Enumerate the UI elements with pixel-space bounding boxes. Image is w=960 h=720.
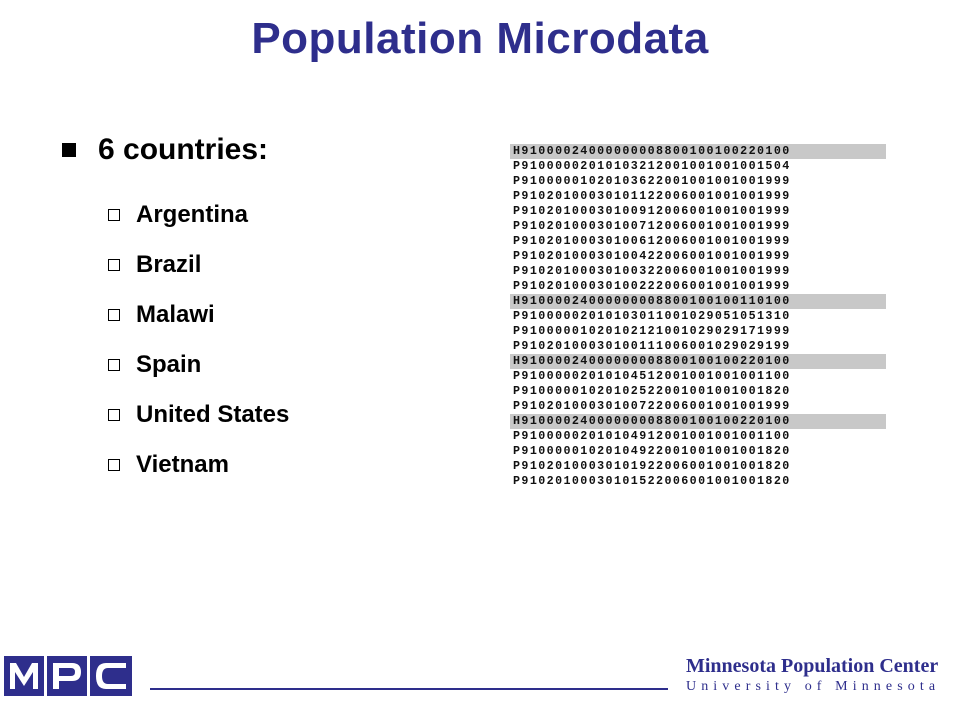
mpc-wordmark: Minnesota Population Center University o… bbox=[686, 655, 956, 695]
person-record: P91000001020103622001001001001999 bbox=[513, 174, 791, 188]
hollow-square-bullet-icon bbox=[108, 459, 120, 471]
country-item: Brazil bbox=[108, 240, 482, 290]
person-record: P91020100030101522006001001001820 bbox=[513, 474, 791, 488]
country-name: Brazil bbox=[136, 251, 202, 278]
country-name: Vietnam bbox=[136, 451, 229, 478]
person-record: P91020100030101122006001001001999 bbox=[513, 189, 791, 203]
country-name: Argentina bbox=[136, 201, 249, 228]
country-item: Vietnam bbox=[108, 440, 482, 490]
country-item: United States bbox=[108, 390, 482, 440]
person-record: P91020100030100222006001001001999 bbox=[513, 279, 791, 293]
household-record: H91000024000000008800100100110100 bbox=[510, 294, 886, 309]
footer-divider bbox=[150, 688, 668, 690]
bullet-heading-text: 6 countries: bbox=[98, 133, 269, 166]
organization-name: Minnesota Population Center bbox=[686, 655, 939, 677]
person-record: P91020100030100912006001001001999 bbox=[513, 204, 791, 218]
person-record: P91020100030100712006001001001999 bbox=[513, 219, 791, 233]
bullet-heading: 6 countries: bbox=[62, 130, 482, 170]
mpc-logo bbox=[4, 656, 132, 696]
person-record: P91000002010103212001001001001504 bbox=[513, 159, 791, 173]
person-record: P91020100030100322006001001001999 bbox=[513, 264, 791, 278]
household-record: H91000024000000008800100100220100 bbox=[510, 144, 886, 159]
person-record: P91020100030100722006001001001999 bbox=[513, 399, 791, 413]
household-record: H91000024000000008800100100220100 bbox=[510, 414, 886, 429]
country-name: United States bbox=[136, 401, 290, 428]
country-list: 6 countries: Argentina Brazil Malawi Spa… bbox=[62, 130, 482, 490]
hollow-square-bullet-icon bbox=[108, 409, 120, 421]
person-record: P91020100030100612006001001001999 bbox=[513, 234, 791, 248]
person-record: P91000001020102121001029029171999 bbox=[513, 324, 791, 338]
hollow-square-bullet-icon bbox=[108, 259, 120, 271]
person-record: P91000002010103011001029051051310 bbox=[513, 309, 791, 323]
person-record: P91000001020104922001001001001820 bbox=[513, 444, 791, 458]
person-record: P91020100030100111006001029029199 bbox=[513, 339, 791, 353]
country-item: Argentina bbox=[108, 190, 482, 240]
person-record: P91000002010104912001001001001100 bbox=[513, 429, 791, 443]
slide-title: Population Microdata bbox=[251, 14, 709, 63]
microdata-records: H91000024000000008800100100220100 P910000… bbox=[510, 144, 886, 489]
person-record: P91020100030101922006001001001820 bbox=[513, 459, 791, 473]
hollow-square-bullet-icon bbox=[108, 309, 120, 321]
square-bullet-icon bbox=[62, 143, 76, 157]
country-name: Malawi bbox=[136, 301, 215, 328]
hollow-square-bullet-icon bbox=[108, 359, 120, 371]
country-item: Malawi bbox=[108, 290, 482, 340]
hollow-square-bullet-icon bbox=[108, 209, 120, 221]
university-name: University of Minnesota bbox=[686, 679, 941, 694]
country-name: Spain bbox=[136, 351, 202, 378]
person-record: P91020100030100422006001001001999 bbox=[513, 249, 791, 263]
country-item: Spain bbox=[108, 340, 482, 390]
person-record: P91000001020102522001001001001820 bbox=[513, 384, 791, 398]
person-record: P91000002010104512001001001001100 bbox=[513, 369, 791, 383]
household-record: H91000024000000008800100100220100 bbox=[510, 354, 886, 369]
